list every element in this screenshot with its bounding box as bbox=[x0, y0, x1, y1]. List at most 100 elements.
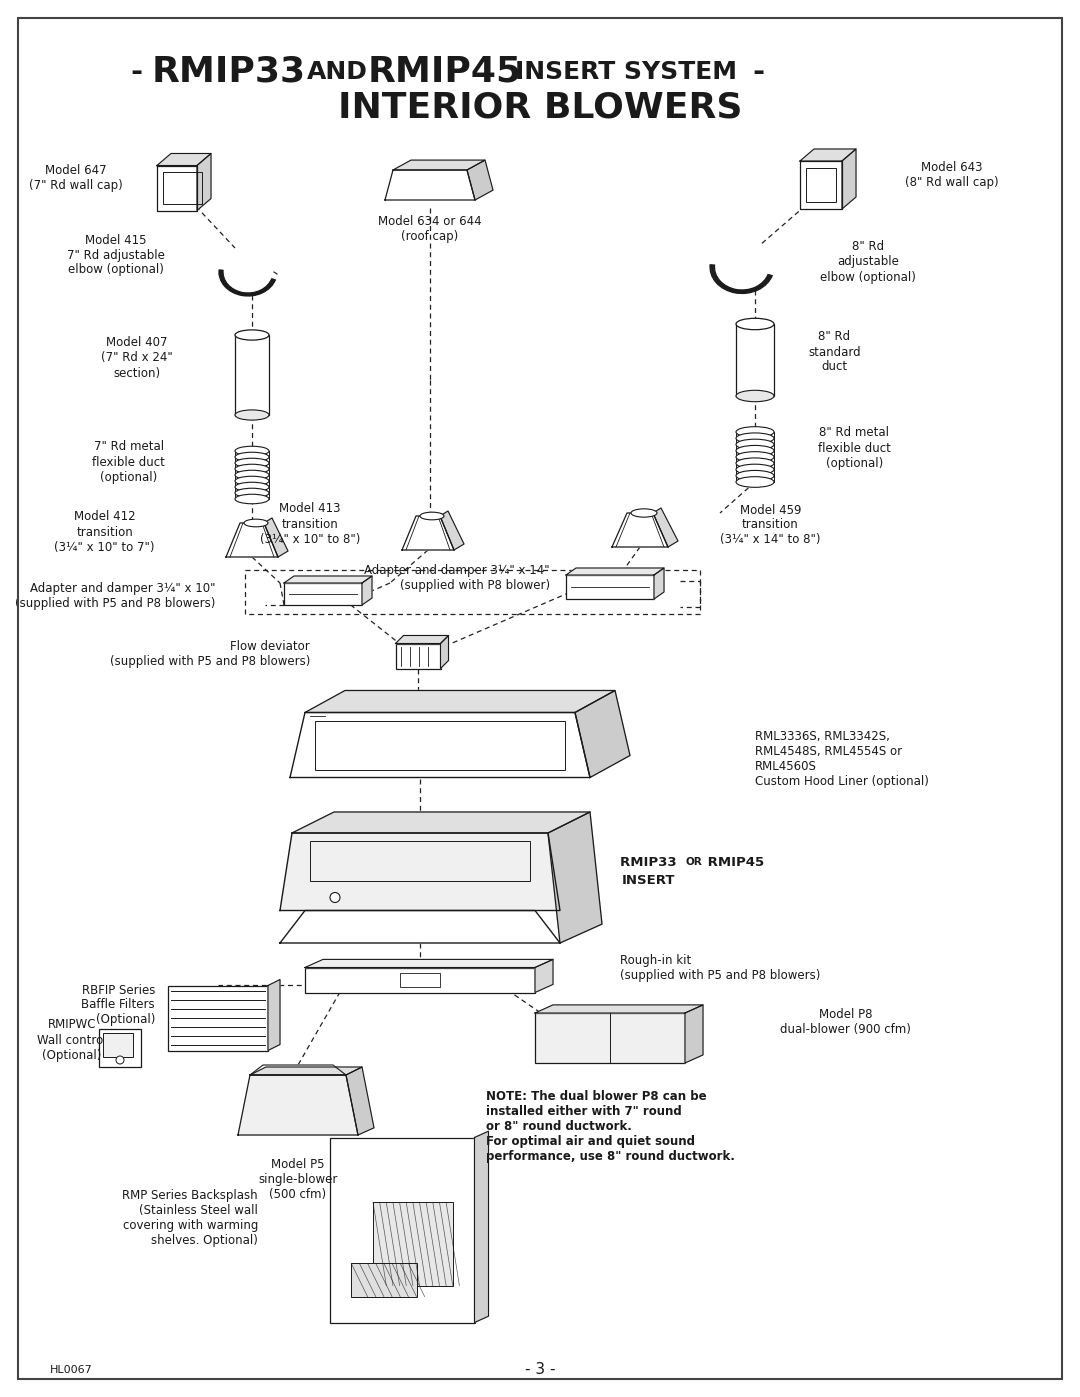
Text: INSERT: INSERT bbox=[622, 873, 675, 887]
Polygon shape bbox=[402, 515, 454, 550]
Text: Model 407
(7" Rd x 24"
section): Model 407 (7" Rd x 24" section) bbox=[102, 337, 173, 380]
Bar bbox=[235, 335, 269, 415]
Text: Model 647
(7" Rd wall cap): Model 647 (7" Rd wall cap) bbox=[29, 163, 123, 191]
Text: Adapter and damper 3¼" x 10"
(supplied with P5 and P8 blowers): Adapter and damper 3¼" x 10" (supplied w… bbox=[15, 583, 215, 610]
Text: RMIP33: RMIP33 bbox=[152, 54, 306, 89]
Bar bbox=[315, 721, 565, 770]
Text: Adapter and damper 3¼" x 14"
(supplied with P8 blower): Adapter and damper 3¼" x 14" (supplied w… bbox=[364, 564, 550, 592]
Ellipse shape bbox=[735, 446, 774, 455]
Polygon shape bbox=[474, 1132, 488, 1323]
Ellipse shape bbox=[735, 426, 774, 437]
Polygon shape bbox=[654, 569, 664, 599]
Bar bbox=[735, 324, 774, 395]
Polygon shape bbox=[800, 149, 856, 161]
Polygon shape bbox=[238, 1076, 357, 1134]
Polygon shape bbox=[800, 161, 842, 210]
Ellipse shape bbox=[235, 409, 269, 420]
Bar bbox=[103, 1032, 133, 1058]
Polygon shape bbox=[566, 569, 664, 576]
Text: - 3 -: - 3 - bbox=[525, 1362, 555, 1377]
Polygon shape bbox=[157, 154, 211, 165]
Ellipse shape bbox=[735, 390, 774, 402]
Ellipse shape bbox=[735, 458, 774, 468]
Text: 8" Rd metal
flexible duct
(optional): 8" Rd metal flexible duct (optional) bbox=[818, 426, 891, 469]
Text: RMIPWC
Wall control
(Optional): RMIPWC Wall control (Optional) bbox=[37, 1018, 107, 1062]
Bar bbox=[329, 1137, 474, 1323]
Ellipse shape bbox=[735, 471, 774, 481]
Text: RML3336S, RML3342S,
RML4548S, RML4554S or
RML4560S
Custom Hood Liner (optional): RML3336S, RML3342S, RML4548S, RML4554S o… bbox=[755, 731, 929, 788]
Text: Model P8
dual-blower (900 cfm): Model P8 dual-blower (900 cfm) bbox=[780, 1009, 910, 1037]
Polygon shape bbox=[653, 509, 678, 548]
Text: Flow deviator
(supplied with P5 and P8 blowers): Flow deviator (supplied with P5 and P8 b… bbox=[110, 640, 310, 668]
Ellipse shape bbox=[735, 476, 774, 488]
Bar bbox=[535, 1013, 685, 1063]
Ellipse shape bbox=[735, 433, 774, 444]
Text: RMP Series Backsplash
(Stainless Steel wall
covering with warming
shelves. Optio: RMP Series Backsplash (Stainless Steel w… bbox=[122, 1189, 258, 1248]
Polygon shape bbox=[197, 154, 211, 211]
Text: 8" Rd
adjustable
elbow (optional): 8" Rd adjustable elbow (optional) bbox=[820, 240, 916, 284]
Ellipse shape bbox=[235, 330, 269, 339]
Bar bbox=[400, 972, 440, 988]
Ellipse shape bbox=[631, 509, 657, 517]
Text: Model 412
transition
(3¼" x 10" to 7"): Model 412 transition (3¼" x 10" to 7") bbox=[54, 510, 156, 553]
Text: INTERIOR BLOWERS: INTERIOR BLOWERS bbox=[338, 91, 742, 124]
Ellipse shape bbox=[235, 495, 269, 504]
Text: RMIP45: RMIP45 bbox=[368, 54, 522, 89]
Bar bbox=[395, 644, 441, 669]
Circle shape bbox=[116, 1056, 124, 1065]
Text: Model 634 or 644
(roof cap): Model 634 or 644 (roof cap) bbox=[378, 215, 482, 243]
Polygon shape bbox=[395, 636, 448, 644]
Polygon shape bbox=[467, 161, 492, 200]
Bar bbox=[168, 985, 268, 1051]
Text: RMIP45: RMIP45 bbox=[703, 855, 765, 869]
Ellipse shape bbox=[235, 453, 269, 462]
Polygon shape bbox=[575, 690, 630, 778]
Text: -: - bbox=[752, 59, 765, 87]
Polygon shape bbox=[685, 1004, 703, 1063]
Ellipse shape bbox=[235, 476, 269, 486]
Polygon shape bbox=[157, 165, 197, 211]
Circle shape bbox=[330, 893, 340, 902]
Ellipse shape bbox=[735, 439, 774, 450]
Ellipse shape bbox=[235, 471, 269, 479]
Text: RBFIP Series
Baffle Filters
(Optional): RBFIP Series Baffle Filters (Optional) bbox=[81, 983, 156, 1027]
Text: Rough-in kit
(supplied with P5 and P8 blowers): Rough-in kit (supplied with P5 and P8 bl… bbox=[620, 954, 821, 982]
Polygon shape bbox=[612, 513, 669, 548]
Polygon shape bbox=[268, 979, 280, 1051]
Text: 7" Rd metal
flexible duct
(optional): 7" Rd metal flexible duct (optional) bbox=[92, 440, 165, 483]
Ellipse shape bbox=[235, 464, 269, 474]
Text: -: - bbox=[130, 59, 143, 87]
Bar bbox=[305, 968, 535, 992]
Text: Model 643
(8" Rd wall cap): Model 643 (8" Rd wall cap) bbox=[905, 161, 999, 189]
Bar bbox=[163, 172, 202, 204]
Text: Model 459
transition
(3¼" x 14" to 8"): Model 459 transition (3¼" x 14" to 8") bbox=[720, 503, 821, 546]
Polygon shape bbox=[362, 576, 372, 605]
Polygon shape bbox=[441, 636, 448, 669]
Polygon shape bbox=[305, 960, 553, 968]
Bar bbox=[284, 583, 362, 605]
Text: NOTE: The dual blower P8 can be
installed either with 7" round
or 8" round ductw: NOTE: The dual blower P8 can be installe… bbox=[486, 1090, 734, 1162]
Ellipse shape bbox=[235, 482, 269, 492]
Polygon shape bbox=[249, 1067, 362, 1076]
Text: INSERT SYSTEM: INSERT SYSTEM bbox=[515, 60, 737, 84]
Text: Model 413
transition
(3¼" x 10" to 8"): Model 413 transition (3¼" x 10" to 8") bbox=[259, 503, 360, 545]
Ellipse shape bbox=[735, 464, 774, 475]
Polygon shape bbox=[226, 522, 278, 557]
Ellipse shape bbox=[235, 446, 269, 455]
Polygon shape bbox=[842, 149, 856, 210]
Polygon shape bbox=[280, 911, 561, 943]
Text: 8" Rd
standard
duct: 8" Rd standard duct bbox=[808, 331, 861, 373]
Polygon shape bbox=[548, 812, 602, 943]
Polygon shape bbox=[535, 1004, 703, 1013]
Polygon shape bbox=[292, 812, 590, 833]
Polygon shape bbox=[393, 161, 485, 170]
Ellipse shape bbox=[420, 513, 444, 520]
Polygon shape bbox=[284, 576, 372, 583]
Ellipse shape bbox=[235, 488, 269, 497]
Text: AND: AND bbox=[307, 60, 368, 84]
Polygon shape bbox=[346, 1067, 374, 1134]
Ellipse shape bbox=[244, 520, 268, 527]
Ellipse shape bbox=[735, 451, 774, 462]
Polygon shape bbox=[264, 518, 288, 557]
Ellipse shape bbox=[235, 458, 269, 468]
